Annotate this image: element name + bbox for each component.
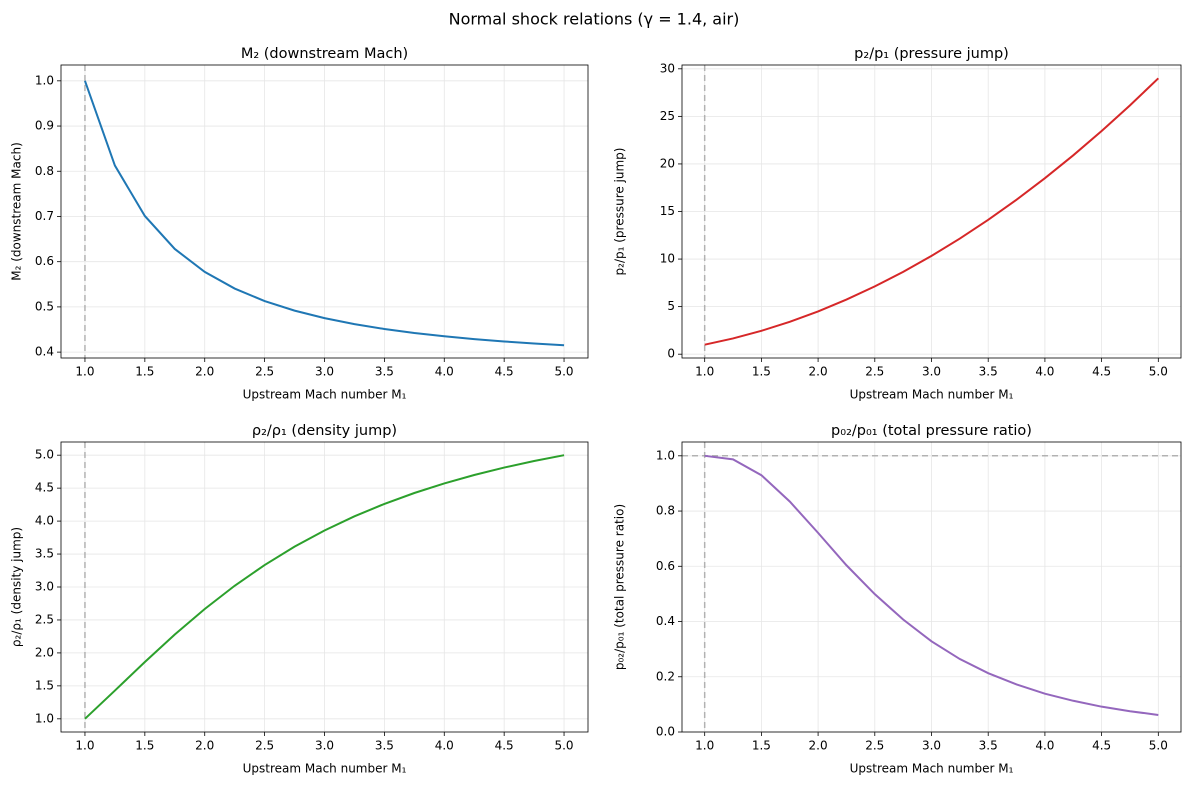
y-tick-label: 0.5: [35, 299, 54, 313]
y-tick-label: 0.8: [35, 164, 54, 178]
x-tick-label: 4.5: [1092, 739, 1111, 753]
y-tick-label: 3.5: [35, 547, 54, 561]
data-line: [704, 77, 1160, 346]
x-tick-label: 2.5: [865, 739, 884, 753]
y-tick-label: 10: [660, 252, 675, 266]
figure-title: Normal shock relations (γ = 1.4, air): [449, 10, 740, 29]
data-line: [704, 454, 1159, 716]
y-tick-label: 25: [660, 109, 675, 123]
x-tick-label: 2.0: [809, 739, 828, 753]
axes-title: M₂ (downstream Mach): [241, 46, 408, 62]
x-tick-label: 3.5: [375, 365, 394, 379]
y-axis-label: M₂ (downstream Mach): [10, 142, 24, 281]
x-tick-label: 1.5: [752, 739, 771, 753]
y-tick-label: 3.0: [35, 580, 54, 594]
x-tick-label: 2.5: [255, 365, 274, 379]
x-tick-label: 2.0: [195, 365, 214, 379]
y-tick-label: 0.6: [35, 254, 54, 268]
x-tick-label: 3.5: [375, 739, 394, 753]
y-tick-label: 0.8: [656, 504, 675, 518]
x-tick-label: 1.5: [135, 739, 154, 753]
x-tick-label: 5.0: [1149, 739, 1168, 753]
x-tick-label: 4.5: [1092, 365, 1111, 379]
x-tick-label: 3.0: [315, 365, 334, 379]
x-axis-label: Upstream Mach number M₁: [850, 762, 1014, 776]
y-tick-label: 4.5: [35, 481, 54, 495]
y-tick-label: 2.0: [35, 645, 54, 659]
x-tick-label: 5.0: [554, 365, 573, 379]
y-tick-label: 0.4: [35, 345, 54, 359]
y-axis-label: ρ₂/ρ₁ (density jump): [10, 527, 24, 647]
x-tick-label: 2.0: [195, 739, 214, 753]
y-tick-label: 0.2: [656, 669, 675, 683]
y-tick-label: 20: [660, 156, 675, 170]
x-tick-label: 5.0: [1149, 365, 1168, 379]
x-tick-label: 3.5: [979, 365, 998, 379]
y-tick-label: 1.5: [35, 678, 54, 692]
x-tick-label: 1.0: [695, 739, 714, 753]
x-tick-label: 3.0: [315, 739, 334, 753]
y-tick-label: 1.0: [656, 448, 675, 462]
x-tick-label: 1.5: [135, 365, 154, 379]
x-tick-label: 2.5: [255, 739, 274, 753]
y-tick-label: 0.7: [35, 209, 54, 223]
x-tick-label: 1.0: [75, 739, 94, 753]
x-tick-label: 3.0: [922, 739, 941, 753]
x-tick-label: 3.0: [922, 365, 941, 379]
y-tick-label: 30: [660, 61, 675, 75]
axes-frame: [681, 441, 1182, 733]
axes-title: p₀₂/p₀₁ (total pressure ratio): [831, 423, 1032, 439]
x-axis-label: Upstream Mach number M₁: [243, 388, 407, 402]
y-tick-label: 0: [667, 347, 675, 361]
x-tick-label: 2.5: [865, 365, 884, 379]
y-tick-label: 0.0: [656, 725, 675, 739]
axes-title: p₂/p₁ (pressure jump): [854, 46, 1009, 62]
y-tick-label: 1.0: [35, 711, 54, 725]
x-tick-label: 1.0: [75, 365, 94, 379]
axes-title: ρ₂/ρ₁ (density jump): [252, 423, 397, 439]
y-tick-label: 0.6: [656, 559, 675, 573]
axes-frame: [60, 64, 589, 359]
x-tick-label: 4.0: [1035, 739, 1054, 753]
y-axis-label: p₂/p₁ (pressure jump): [613, 148, 627, 276]
y-tick-label: 5.0: [35, 448, 54, 462]
y-tick-label: 0.9: [35, 119, 54, 133]
x-axis-label: Upstream Mach number M₁: [850, 388, 1014, 402]
x-tick-label: 1.5: [752, 365, 771, 379]
x-tick-label: 4.0: [1035, 365, 1054, 379]
x-tick-label: 2.0: [809, 365, 828, 379]
y-tick-label: 0.4: [656, 614, 675, 628]
y-tick-label: 4.0: [35, 514, 54, 528]
x-tick-label: 4.5: [495, 365, 514, 379]
y-tick-label: 1.0: [35, 73, 54, 87]
x-tick-label: 4.0: [435, 739, 454, 753]
axes-frame: [60, 441, 589, 733]
x-tick-label: 4.0: [435, 365, 454, 379]
x-tick-label: 5.0: [554, 739, 573, 753]
axes-frame: [681, 64, 1182, 359]
x-axis-label: Upstream Mach number M₁: [243, 762, 407, 776]
y-axis-label: p₀₂/p₀₁ (total pressure ratio): [613, 504, 627, 670]
data-line: [84, 454, 565, 720]
x-tick-label: 1.0: [695, 365, 714, 379]
y-tick-label: 5: [667, 299, 675, 313]
y-tick-label: 15: [660, 204, 675, 218]
x-tick-label: 3.5: [979, 739, 998, 753]
data-line: [84, 80, 565, 347]
y-tick-label: 2.5: [35, 612, 54, 626]
x-tick-label: 4.5: [495, 739, 514, 753]
